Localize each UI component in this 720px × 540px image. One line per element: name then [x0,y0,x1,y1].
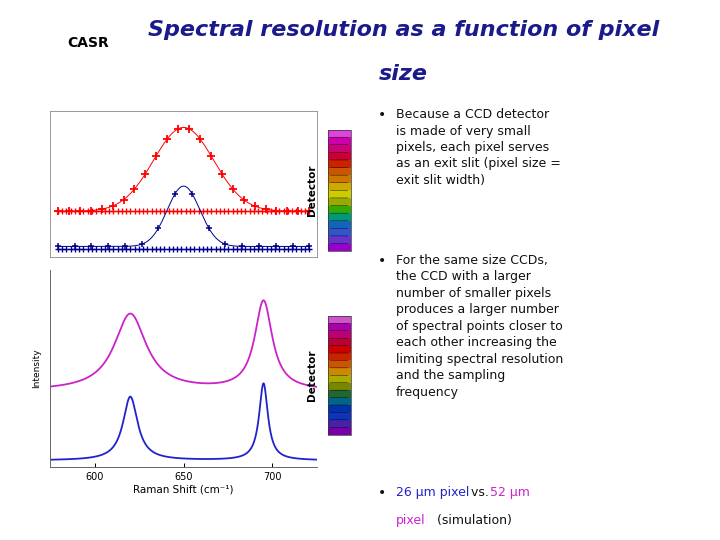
Text: Spectral resolution as a function of pixel: Spectral resolution as a function of pix… [148,20,659,40]
Text: 52 μm: 52 μm [490,486,530,499]
Text: •: • [378,486,386,500]
Text: 26 μm pixel: 26 μm pixel [396,486,469,499]
Text: (simulation): (simulation) [433,514,513,527]
Text: Detector: Detector [307,165,317,216]
Text: Because a CCD detector
is made of very small
pixels, each pixel serves
as an exi: Because a CCD detector is made of very s… [396,108,561,187]
Text: •: • [378,108,386,122]
X-axis label: Raman Shift (cm⁻¹): Raman Shift (cm⁻¹) [133,485,234,495]
Text: Intensity: Intensity [32,349,42,388]
Text: vs.: vs. [467,486,492,499]
Text: pixel: pixel [396,514,426,527]
Text: Detector: Detector [307,349,317,401]
Text: •: • [378,254,386,268]
Text: For the same size CCDs,
the CCD with a larger
number of smaller pixels
produces : For the same size CCDs, the CCD with a l… [396,254,563,399]
Text: CASR: CASR [68,36,109,50]
Text: size: size [379,64,428,84]
